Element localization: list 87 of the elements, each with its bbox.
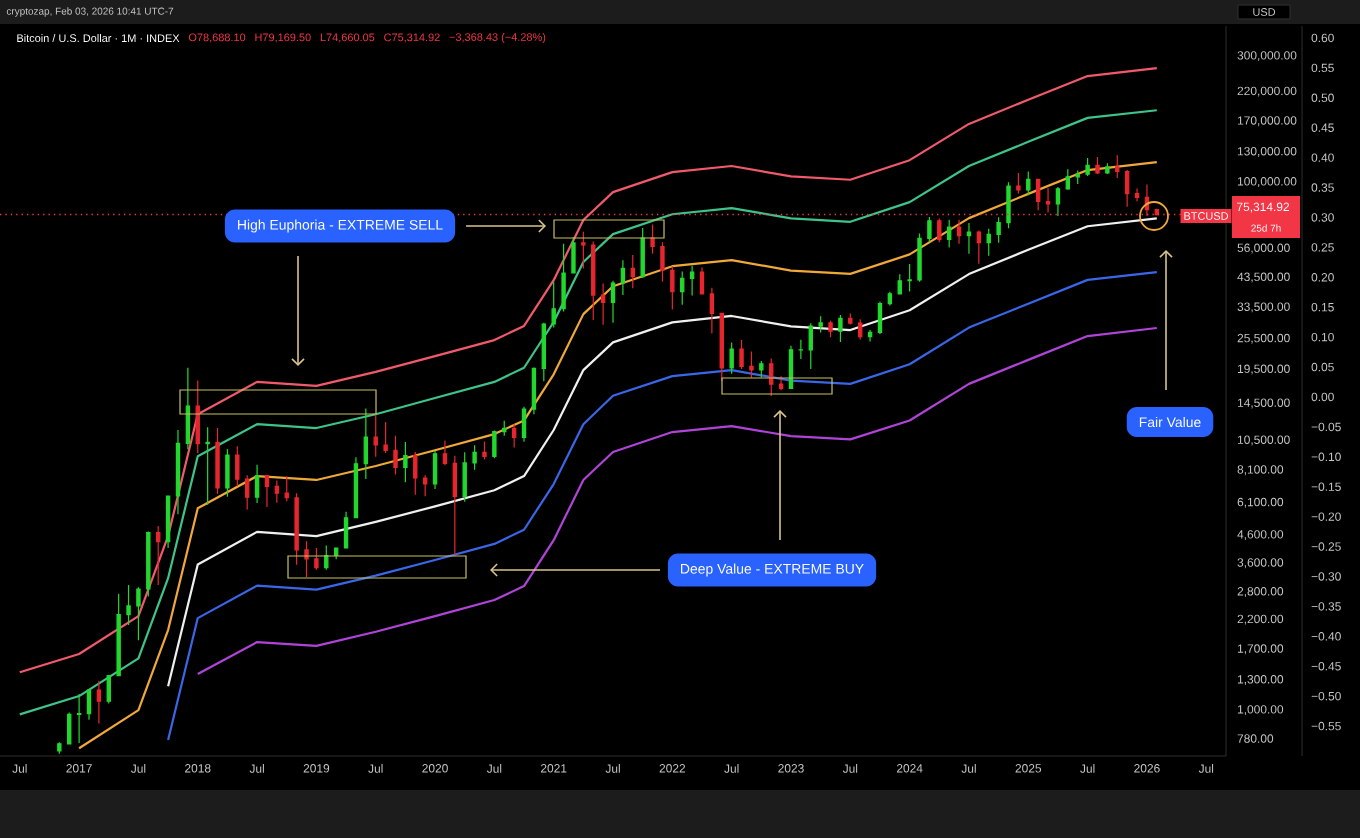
candlestick (96, 680, 102, 725)
candlestick (1026, 170, 1031, 196)
candlestick (304, 540, 309, 578)
candlestick (373, 413, 378, 458)
candlestick (778, 375, 784, 391)
candlestick (1016, 172, 1021, 195)
candlestick (986, 228, 991, 257)
candlestick (660, 241, 665, 283)
candlestick (650, 223, 655, 255)
candlestick (205, 426, 210, 506)
candlestick (314, 547, 319, 571)
candlestick (136, 586, 141, 641)
candlestick (838, 314, 843, 343)
candlestick (551, 281, 556, 329)
candlestick (630, 254, 635, 289)
candlestick (946, 219, 952, 248)
candlestick (670, 265, 675, 311)
candlestick (1105, 162, 1110, 175)
candlestick (146, 530, 151, 598)
candlestick (907, 263, 912, 293)
candlestick (828, 320, 833, 338)
candlestick (1055, 186, 1061, 217)
candlestick (215, 427, 220, 495)
candlestick (798, 339, 804, 360)
candlestick (235, 445, 240, 487)
candlestick (709, 287, 715, 335)
candlestick (897, 273, 902, 295)
candlestick (294, 492, 299, 566)
candlestick (126, 584, 131, 626)
candlestick (452, 455, 458, 557)
candlestick (956, 219, 962, 245)
candlestick (610, 280, 616, 324)
candlestick (1006, 181, 1011, 229)
candlestick (393, 435, 398, 476)
candlestick (867, 329, 873, 343)
candlestick (818, 315, 823, 334)
candlestick (175, 429, 181, 515)
candlestick (976, 229, 982, 265)
candlestick (680, 270, 685, 306)
candlestick (640, 227, 645, 279)
candlestick (937, 217, 942, 243)
candlestick (482, 440, 487, 461)
candlestick (1045, 187, 1051, 214)
candlestick (363, 407, 369, 480)
candlestick (442, 439, 448, 466)
candlestick (383, 421, 388, 454)
candlestick (996, 216, 1001, 244)
candlestick (739, 339, 744, 370)
candlestick (1134, 187, 1140, 203)
candlestick (966, 222, 972, 255)
candlestick (185, 367, 191, 450)
candlestick (600, 282, 606, 326)
candlestick (422, 474, 428, 497)
candlestick (254, 464, 260, 504)
candlestick (1065, 168, 1071, 191)
candlestick (1075, 169, 1080, 185)
candlestick (571, 236, 576, 275)
candlestick (749, 350, 754, 379)
candlestick (472, 444, 477, 471)
candlestick (511, 423, 517, 449)
candlestick (1115, 154, 1120, 179)
candlestick (581, 231, 586, 270)
candlestick (225, 448, 230, 498)
candlestick (284, 475, 289, 502)
candlestick (848, 312, 853, 326)
candlestick (1095, 156, 1100, 175)
candlestick (1144, 183, 1150, 217)
candlestick (927, 216, 932, 243)
candlestick (1085, 157, 1090, 177)
candlestick (492, 429, 497, 459)
candlestick (689, 265, 695, 297)
candlestick (86, 688, 92, 721)
candlestick (264, 474, 270, 508)
candlestick (620, 259, 626, 296)
candlestick (156, 525, 161, 586)
candlestick (561, 243, 566, 313)
candlestick (759, 360, 764, 378)
candlestick (116, 593, 121, 677)
candlestick (403, 441, 408, 483)
candlestick (76, 693, 82, 744)
candlestick (274, 479, 280, 504)
candlestick (462, 451, 467, 503)
candlestick (917, 232, 922, 283)
candlestick (324, 544, 329, 571)
candlestick (413, 451, 418, 496)
candlestick (729, 341, 734, 375)
candlestick (502, 420, 507, 437)
